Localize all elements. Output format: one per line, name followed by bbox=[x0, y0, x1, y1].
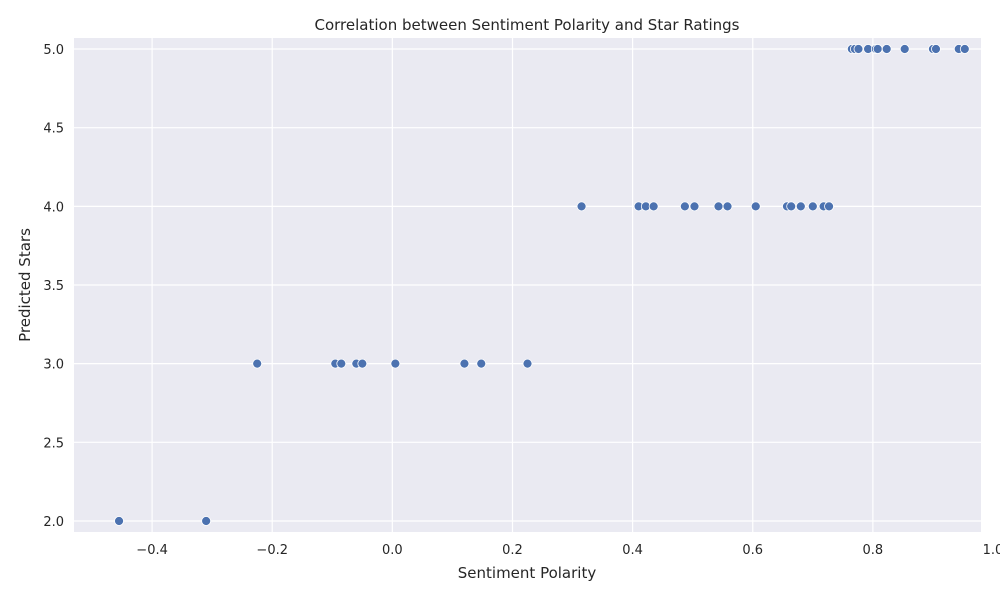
data-point bbox=[522, 358, 533, 369]
data-point bbox=[722, 201, 733, 212]
chart-title: Correlation between Sentiment Polarity a… bbox=[314, 16, 739, 34]
data-point bbox=[750, 201, 761, 212]
y-tick-label: 2.5 bbox=[43, 436, 64, 451]
x-tick-label: −0.4 bbox=[136, 543, 168, 558]
data-point bbox=[872, 44, 883, 54]
data-points bbox=[114, 44, 970, 526]
x-tick-label: 0.6 bbox=[742, 543, 763, 558]
data-point bbox=[959, 44, 970, 54]
data-point bbox=[713, 201, 724, 212]
x-tick-label: 0.0 bbox=[382, 543, 403, 558]
x-tick-label: 1.0 bbox=[983, 543, 1000, 558]
data-point bbox=[336, 358, 347, 369]
data-point bbox=[881, 44, 892, 54]
data-point bbox=[390, 358, 401, 369]
data-point bbox=[853, 44, 864, 54]
x-tick-labels: −0.4 −0.2 0.0 0.2 0.4 0.6 0.8 1.0 bbox=[136, 543, 1000, 558]
data-point bbox=[201, 516, 212, 526]
data-point bbox=[931, 44, 941, 54]
data-point bbox=[576, 201, 587, 212]
y-tick-label: 3.5 bbox=[43, 279, 64, 294]
data-point bbox=[899, 44, 910, 54]
data-point bbox=[795, 201, 806, 212]
y-tick-label: 5.0 bbox=[43, 43, 64, 58]
y-tick-label: 2.0 bbox=[43, 515, 64, 530]
y-tick-label: 4.5 bbox=[43, 122, 64, 137]
data-point bbox=[252, 358, 263, 369]
x-tick-label: −0.2 bbox=[256, 543, 288, 558]
data-point bbox=[114, 516, 124, 526]
data-point bbox=[786, 201, 797, 212]
data-point bbox=[679, 201, 690, 212]
y-tick-label: 3.0 bbox=[43, 358, 64, 373]
x-tick-label: 0.2 bbox=[502, 543, 523, 558]
data-point bbox=[357, 358, 368, 369]
data-point bbox=[824, 201, 834, 212]
data-point bbox=[689, 201, 700, 212]
y-axis-label: Predicted Stars bbox=[16, 228, 34, 342]
x-tick-label: 0.4 bbox=[622, 543, 643, 558]
data-point bbox=[648, 201, 659, 212]
data-point bbox=[807, 201, 818, 212]
data-point bbox=[459, 358, 470, 369]
y-tick-labels: 2.0 2.5 3.0 3.5 4.0 4.5 5.0 bbox=[43, 43, 64, 530]
x-axis-label: Sentiment Polarity bbox=[458, 564, 597, 582]
x-tick-label: 0.8 bbox=[863, 543, 884, 558]
data-point bbox=[476, 358, 487, 369]
y-tick-label: 4.0 bbox=[43, 200, 64, 215]
